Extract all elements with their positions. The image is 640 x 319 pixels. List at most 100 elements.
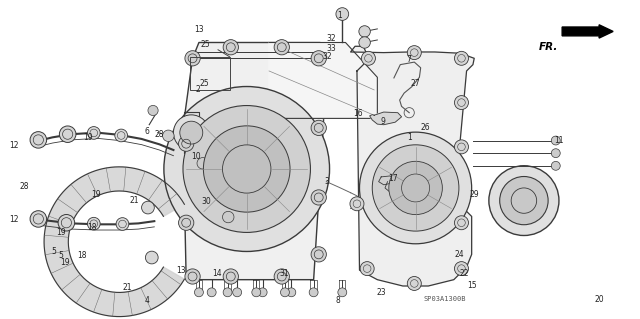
Text: 26: 26	[421, 123, 431, 132]
Text: 1: 1	[407, 133, 412, 143]
Ellipse shape	[359, 37, 371, 48]
Ellipse shape	[223, 40, 239, 55]
Ellipse shape	[311, 120, 326, 136]
Text: 33: 33	[326, 44, 336, 53]
Ellipse shape	[163, 130, 174, 142]
Text: 21: 21	[123, 283, 132, 292]
Text: 25: 25	[200, 40, 210, 48]
Ellipse shape	[183, 106, 310, 233]
Text: 30: 30	[202, 197, 211, 206]
Ellipse shape	[223, 211, 234, 223]
Text: 11: 11	[554, 136, 564, 145]
Ellipse shape	[223, 269, 239, 284]
Text: 13: 13	[194, 25, 204, 34]
Polygon shape	[269, 42, 378, 118]
Ellipse shape	[197, 158, 209, 169]
Ellipse shape	[274, 269, 289, 284]
Ellipse shape	[311, 51, 326, 66]
Text: 32: 32	[323, 52, 332, 61]
Text: 28: 28	[155, 130, 164, 139]
Ellipse shape	[359, 26, 371, 37]
Ellipse shape	[223, 288, 232, 297]
Text: 32: 32	[326, 34, 336, 43]
Ellipse shape	[336, 8, 349, 20]
Text: 9: 9	[380, 117, 385, 126]
Ellipse shape	[309, 288, 318, 297]
Text: 12: 12	[10, 215, 19, 224]
Ellipse shape	[454, 140, 468, 154]
Ellipse shape	[258, 288, 267, 297]
Ellipse shape	[454, 96, 468, 109]
Ellipse shape	[179, 136, 194, 151]
Ellipse shape	[60, 126, 76, 143]
Text: 19: 19	[56, 228, 66, 237]
Ellipse shape	[454, 262, 468, 276]
Ellipse shape	[360, 132, 472, 244]
Ellipse shape	[274, 40, 289, 55]
Polygon shape	[44, 167, 184, 316]
Ellipse shape	[233, 288, 242, 297]
Ellipse shape	[389, 161, 442, 215]
Ellipse shape	[338, 288, 347, 297]
Text: 3: 3	[324, 177, 329, 186]
Ellipse shape	[185, 269, 200, 284]
Ellipse shape	[164, 86, 330, 251]
Ellipse shape	[360, 262, 374, 276]
Text: 18: 18	[77, 251, 86, 260]
Bar	[190, 57, 230, 90]
Ellipse shape	[88, 127, 100, 139]
Text: 21: 21	[129, 196, 139, 205]
Ellipse shape	[173, 115, 209, 150]
Text: 10: 10	[191, 152, 201, 161]
Ellipse shape	[148, 105, 158, 115]
Text: 31: 31	[280, 270, 289, 278]
Ellipse shape	[204, 126, 290, 212]
Text: 19: 19	[91, 190, 100, 199]
Ellipse shape	[145, 251, 158, 264]
Ellipse shape	[30, 132, 47, 148]
Ellipse shape	[141, 201, 154, 214]
Text: 19: 19	[83, 133, 93, 142]
Ellipse shape	[362, 51, 376, 65]
Ellipse shape	[180, 121, 203, 144]
Text: 18: 18	[87, 223, 97, 232]
Polygon shape	[351, 46, 474, 286]
Text: 6: 6	[144, 127, 149, 136]
Text: 20: 20	[595, 295, 604, 304]
Ellipse shape	[280, 288, 289, 297]
Ellipse shape	[58, 214, 75, 231]
Text: 28: 28	[20, 182, 29, 191]
Ellipse shape	[551, 149, 560, 158]
Text: 16: 16	[353, 109, 363, 118]
Ellipse shape	[185, 51, 200, 66]
Text: 23: 23	[376, 288, 386, 297]
Ellipse shape	[500, 176, 548, 225]
Ellipse shape	[195, 288, 204, 297]
Polygon shape	[379, 176, 394, 185]
Text: 14: 14	[212, 270, 221, 278]
Text: 29: 29	[469, 190, 479, 199]
Polygon shape	[370, 112, 401, 125]
Ellipse shape	[454, 216, 468, 230]
Ellipse shape	[115, 129, 127, 142]
Ellipse shape	[116, 218, 129, 230]
FancyArrow shape	[562, 25, 613, 38]
Ellipse shape	[311, 190, 326, 205]
Text: 7: 7	[407, 56, 412, 64]
Text: 25: 25	[199, 79, 209, 88]
Text: 1: 1	[337, 11, 342, 20]
Text: 19: 19	[60, 258, 70, 267]
Polygon shape	[183, 42, 326, 280]
Ellipse shape	[287, 288, 296, 297]
Text: 4: 4	[144, 296, 149, 305]
Ellipse shape	[551, 136, 560, 145]
Ellipse shape	[311, 247, 326, 262]
Ellipse shape	[207, 288, 216, 297]
Text: 24: 24	[454, 250, 464, 259]
Ellipse shape	[489, 166, 559, 235]
Text: 5: 5	[51, 247, 56, 256]
Ellipse shape	[454, 51, 468, 65]
Text: 2: 2	[195, 85, 200, 94]
Text: 5: 5	[58, 251, 63, 260]
Ellipse shape	[350, 197, 364, 211]
